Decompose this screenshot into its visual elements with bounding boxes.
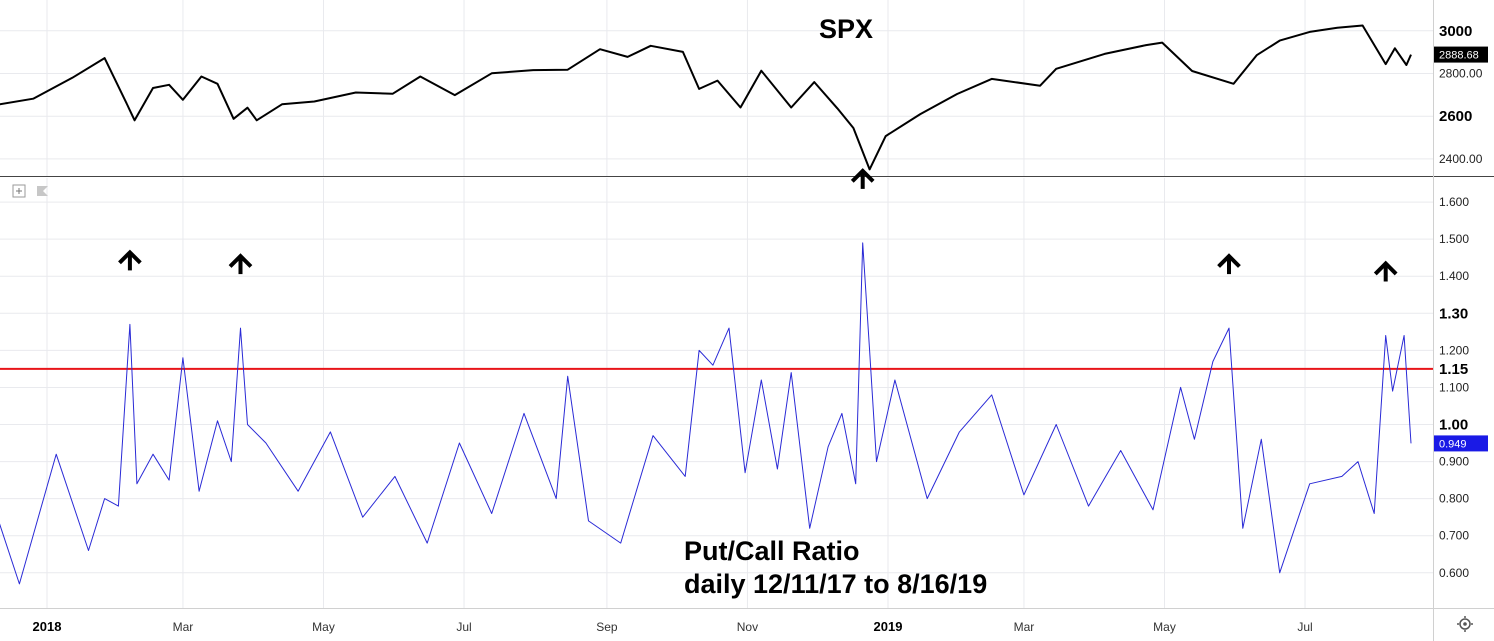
y-tick-label: 0.900 <box>1439 455 1469 469</box>
annotation-subtitle: daily 12/11/17 to 8/16/19 <box>684 569 987 599</box>
x-tick-label: Mar <box>1014 620 1035 634</box>
pcr-last-value-badge-bg <box>1434 435 1488 452</box>
series-layer <box>0 24 1433 585</box>
y-tick-label: 1.100 <box>1439 380 1469 394</box>
x-tick-label: 2019 <box>874 619 903 634</box>
up-arrow-icon <box>1217 253 1241 275</box>
x-tick-label: Mar <box>173 620 194 634</box>
chart-title: SPX <box>819 14 873 44</box>
axis-labels: 2018 Mar May Jul Sep Nov 2019 Mar May Jul 2400.00 2… <box>33 23 1488 634</box>
spx-last-value-badge-bg <box>1434 46 1488 63</box>
up-arrow-icon <box>118 249 142 271</box>
grid-layer <box>0 0 1433 608</box>
y-tick-label: 1.400 <box>1439 269 1469 283</box>
flag-icon[interactable] <box>37 186 48 196</box>
plus-square-icon[interactable] <box>12 184 26 198</box>
pcr-last-value-badge-text: 0.949 <box>1439 438 1467 450</box>
y-tick-label: 2800.00 <box>1439 67 1483 81</box>
gear-icon[interactable] <box>1457 616 1473 632</box>
y-tick-label: 1.30 <box>1439 305 1468 322</box>
y-tick-label: 1.15 <box>1439 361 1468 378</box>
x-tick-label: Nov <box>737 620 758 634</box>
y-tick-label: 1.00 <box>1439 417 1468 434</box>
x-tick-label: Jul <box>456 620 471 634</box>
x-tick-label: Sep <box>596 620 618 634</box>
put-call-series-line <box>0 242 1412 585</box>
y-tick-label: 0.600 <box>1439 566 1469 580</box>
up-arrow-icon <box>850 168 875 189</box>
annotation-title: Put/Call Ratio <box>684 536 860 566</box>
x-tick-label: Jul <box>1297 620 1312 634</box>
y-tick-label: 1.200 <box>1439 343 1469 357</box>
y-tick-label: 3000 <box>1439 23 1472 40</box>
up-arrow-icon <box>228 253 253 275</box>
x-tick-label: May <box>1153 620 1176 634</box>
x-tick-label: 2018 <box>33 619 62 634</box>
y-tick-label: 1.600 <box>1439 195 1469 209</box>
y-tick-label: 0.700 <box>1439 529 1469 543</box>
up-arrow-icon <box>1373 260 1398 282</box>
spx-series-line <box>0 24 1412 171</box>
y-tick-label: 0.800 <box>1439 492 1469 506</box>
x-tick-label: May <box>312 620 335 634</box>
pcr-last-value-badge: 0.949 <box>1434 435 1488 452</box>
y-tick-label: 1.500 <box>1439 232 1469 246</box>
y-tick-label: 2600 <box>1439 108 1472 125</box>
spx-last-value-badge: 2888.68 <box>1434 46 1488 63</box>
y-tick-label: 2400.00 <box>1439 152 1483 166</box>
spike-markers <box>118 168 1398 282</box>
spx-last-value-badge-text: 2888.68 <box>1439 50 1479 62</box>
